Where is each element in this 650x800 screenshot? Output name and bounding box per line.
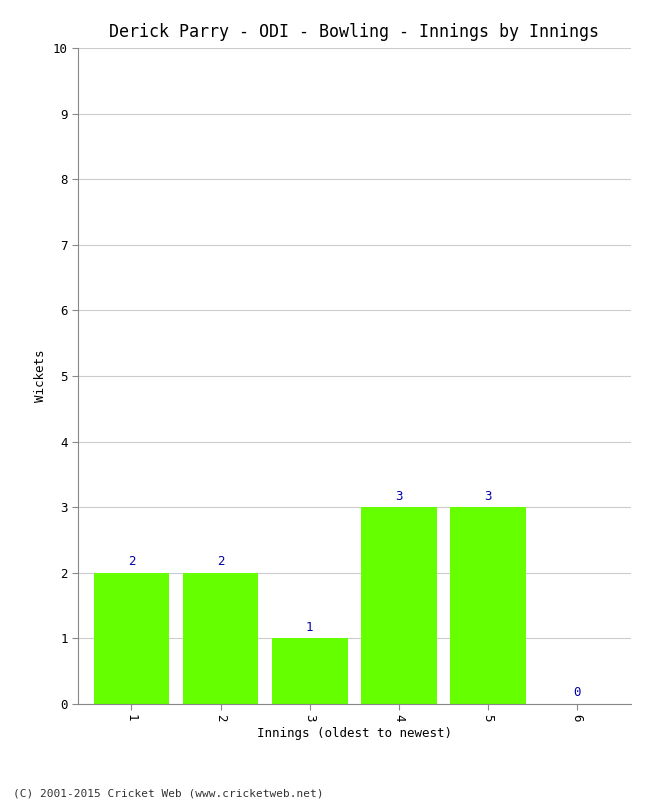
Bar <box>361 507 437 704</box>
Text: 3: 3 <box>395 490 402 502</box>
Y-axis label: Wickets: Wickets <box>34 350 47 402</box>
Bar <box>450 507 526 704</box>
Text: 2: 2 <box>217 555 224 568</box>
Bar <box>272 638 348 704</box>
Bar <box>94 573 170 704</box>
Text: (C) 2001-2015 Cricket Web (www.cricketweb.net): (C) 2001-2015 Cricket Web (www.cricketwe… <box>13 788 324 798</box>
Text: 0: 0 <box>573 686 581 699</box>
Bar <box>183 573 259 704</box>
Text: 3: 3 <box>484 490 491 502</box>
Title: Derick Parry - ODI - Bowling - Innings by Innings: Derick Parry - ODI - Bowling - Innings b… <box>109 23 599 41</box>
Text: 1: 1 <box>306 621 313 634</box>
Text: 2: 2 <box>127 555 135 568</box>
X-axis label: Innings (oldest to newest): Innings (oldest to newest) <box>257 727 452 741</box>
